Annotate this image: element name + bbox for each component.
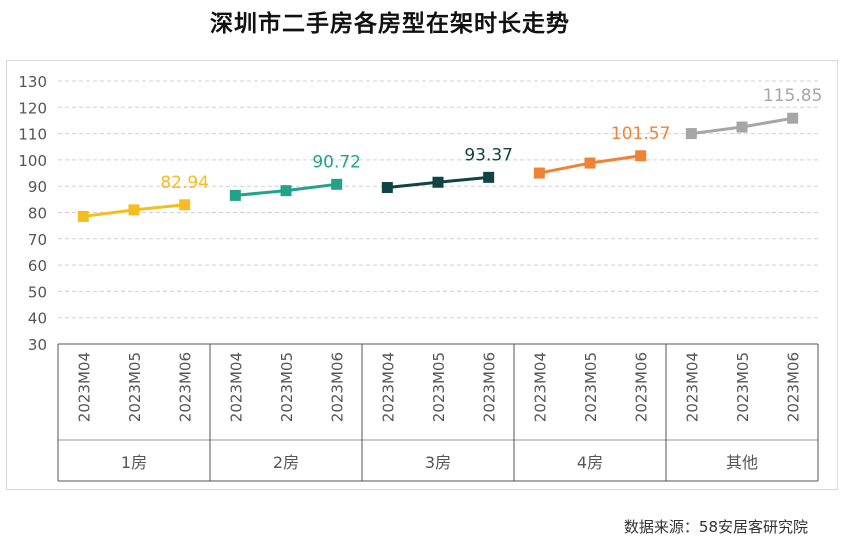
x-tick-label: 2023M06	[785, 352, 803, 422]
data-point	[533, 167, 545, 179]
x-tick-label: 2023M06	[329, 352, 347, 422]
x-tick-label: 2023M04	[75, 352, 93, 422]
x-tick-label: 2023M05	[126, 352, 144, 422]
axis-layer	[57, 343, 819, 482]
x-tick-label: 2023M06	[481, 352, 499, 422]
y-tick-label: 50	[28, 283, 47, 301]
data-source-note: 数据来源：58安居客研究院	[623, 518, 808, 536]
group-label: 1房	[121, 453, 147, 472]
x-tick-label: 2023M05	[278, 352, 296, 422]
group-label: 4房	[577, 453, 603, 472]
y-tick-label: 60	[28, 257, 47, 275]
data-label: 93.37	[464, 145, 513, 165]
data-point	[128, 204, 140, 216]
y-tick-label: 120	[18, 99, 47, 117]
series-layer	[77, 112, 799, 222]
data-point	[584, 157, 596, 169]
group-label: 3房	[425, 453, 451, 472]
data-point	[685, 128, 697, 140]
x-tick-label: 2023M04	[379, 352, 397, 422]
chart-frame	[6, 60, 838, 490]
data-point	[280, 185, 292, 197]
data-point	[229, 189, 241, 201]
data-label: 115.85	[763, 86, 822, 106]
data-label: 82.94	[160, 173, 209, 193]
label-layer: 30 40 50 60 70 80 90 100 110 120 130 2023M04 2023M05…	[18, 73, 822, 472]
y-tick-label: 90	[28, 178, 47, 196]
y-tick-label: 130	[18, 73, 47, 91]
data-label: 101.57	[611, 124, 670, 144]
data-point	[77, 210, 89, 222]
y-tick-label: 100	[18, 152, 47, 170]
y-tick-label: 30	[28, 336, 47, 354]
data-label: 90.72	[312, 152, 361, 172]
data-point	[736, 121, 748, 133]
x-tick-label: 2023M04	[683, 352, 701, 422]
data-point	[331, 178, 343, 190]
x-tick-label: 2023M06	[633, 352, 651, 422]
data-point	[483, 171, 495, 183]
y-tick-label: 40	[28, 310, 47, 328]
data-point	[635, 150, 647, 162]
y-tick-label: 70	[28, 231, 47, 249]
x-tick-label: 2023M05	[734, 352, 752, 422]
group-label: 2房	[273, 453, 299, 472]
data-point	[787, 112, 799, 124]
group-label: 其他	[726, 453, 758, 472]
grid-layer	[58, 80, 818, 319]
y-tick-label: 110	[18, 126, 47, 144]
x-tick-label: 2023M05	[430, 352, 448, 422]
y-tick-label: 80	[28, 205, 47, 223]
x-tick-label: 2023M04	[227, 352, 245, 422]
x-tick-label: 2023M05	[582, 352, 600, 422]
data-point	[381, 182, 393, 194]
x-tick-label: 2023M06	[177, 352, 195, 422]
data-point	[179, 199, 191, 211]
chart-title: 深圳市二手房各房型在架时长走势	[210, 11, 570, 37]
x-tick-label: 2023M04	[531, 352, 549, 422]
data-point	[432, 176, 444, 188]
